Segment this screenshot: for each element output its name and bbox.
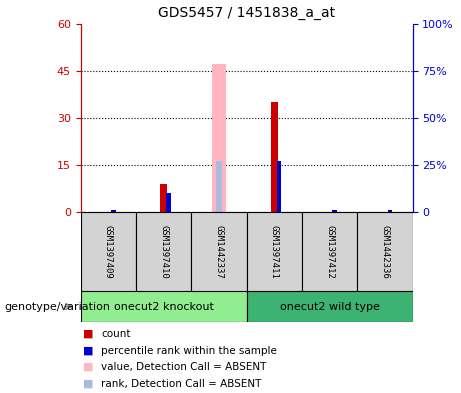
Text: GSM1397412: GSM1397412 <box>325 225 334 278</box>
Bar <box>332 210 337 212</box>
Text: genotype/variation: genotype/variation <box>5 301 111 312</box>
Text: percentile rank within the sample: percentile rank within the sample <box>101 345 278 356</box>
Bar <box>111 210 116 212</box>
Text: GSM1442336: GSM1442336 <box>380 225 390 278</box>
Bar <box>271 102 278 212</box>
Text: onecut2 wild type: onecut2 wild type <box>280 301 379 312</box>
Bar <box>166 193 171 212</box>
Title: GDS5457 / 1451838_a_at: GDS5457 / 1451838_a_at <box>158 6 335 20</box>
Text: rank, Detection Call = ABSENT: rank, Detection Call = ABSENT <box>101 378 262 389</box>
Text: GSM1442337: GSM1442337 <box>214 225 224 278</box>
Bar <box>302 212 357 291</box>
Bar <box>388 210 392 212</box>
Bar <box>212 64 226 212</box>
Bar <box>81 291 247 322</box>
Text: ■: ■ <box>83 329 94 339</box>
Bar <box>277 161 282 212</box>
Bar <box>216 161 222 212</box>
Bar <box>247 291 413 322</box>
Text: ■: ■ <box>83 345 94 356</box>
Bar <box>247 212 302 291</box>
Text: onecut2 knockout: onecut2 knockout <box>114 301 213 312</box>
Text: value, Detection Call = ABSENT: value, Detection Call = ABSENT <box>101 362 267 372</box>
Text: GSM1397410: GSM1397410 <box>159 225 168 278</box>
Bar <box>136 212 191 291</box>
Text: GSM1397409: GSM1397409 <box>104 225 113 278</box>
Text: ■: ■ <box>83 378 94 389</box>
Bar <box>81 212 136 291</box>
Text: GSM1397411: GSM1397411 <box>270 225 279 278</box>
Bar <box>357 212 413 291</box>
Text: ■: ■ <box>83 362 94 372</box>
Text: count: count <box>101 329 131 339</box>
Bar <box>160 184 167 212</box>
Bar <box>191 212 247 291</box>
